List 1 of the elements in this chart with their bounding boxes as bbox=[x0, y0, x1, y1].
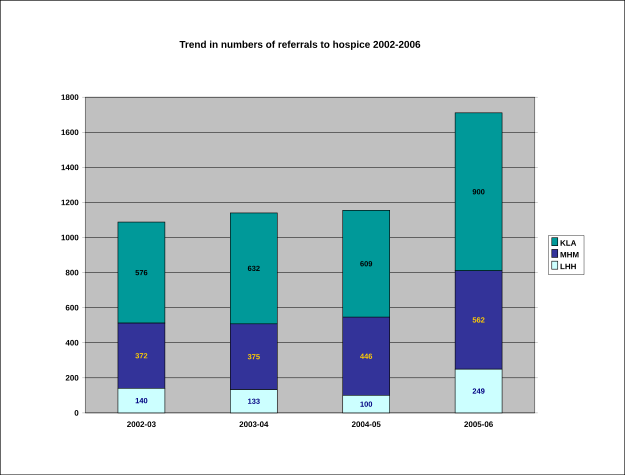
chart-title: Trend in numbers of referrals to hospice 2002-2006 bbox=[180, 40, 420, 50]
